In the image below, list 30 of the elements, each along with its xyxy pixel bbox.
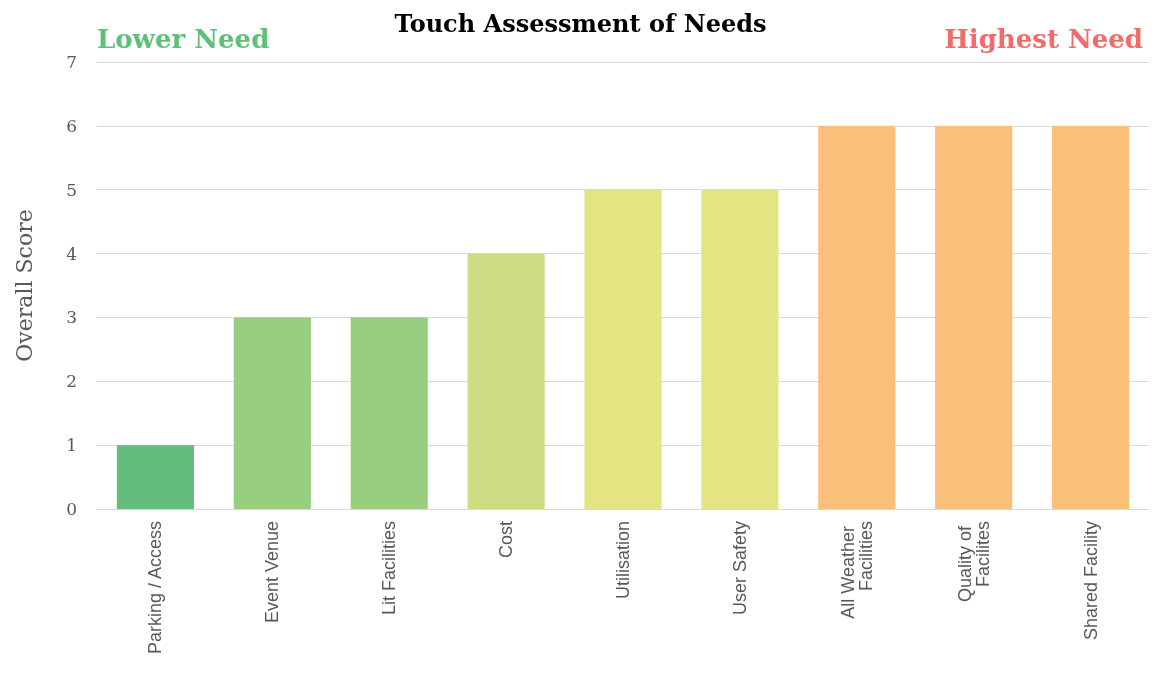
bar [935, 125, 1013, 509]
bar [584, 189, 662, 509]
y-tick-label: 4 [66, 243, 77, 264]
y-tick-label: 6 [66, 115, 77, 136]
bar [1051, 125, 1130, 509]
x-tick-label: Cost [496, 521, 517, 559]
y-tick-label: 5 [66, 179, 77, 200]
bar [350, 317, 428, 509]
chart-title: Touch Assessment of Needs [394, 8, 767, 38]
x-tick-label: User Safety [729, 521, 750, 616]
text: Highest Need [944, 24, 1143, 54]
x-tick-label: Lit Facilities [379, 521, 400, 616]
x-tick-label: Shared Facility [1080, 521, 1101, 641]
x-tick-label: Quality of Facilites [954, 521, 993, 603]
y-tick-label: 1 [66, 435, 77, 456]
bar [467, 253, 545, 509]
x-tick-label: Utilisation [613, 521, 633, 600]
x-tick-label: Parking / Access [145, 521, 166, 655]
text: Lower Need [97, 24, 270, 54]
y-tick-label: 3 [66, 307, 77, 328]
y-tick-label: 2 [66, 371, 77, 392]
bar [233, 317, 311, 509]
bar [818, 125, 896, 509]
x-tick-label: Event Venue [262, 521, 283, 624]
bar [116, 445, 195, 509]
x-tick-label: All Weather Facilities [837, 521, 876, 619]
y-axis-title: Overall Score [11, 209, 37, 362]
y-tick-label: 0 [66, 499, 77, 519]
bar [701, 189, 779, 509]
y-tick-label: 7 [66, 52, 77, 72]
